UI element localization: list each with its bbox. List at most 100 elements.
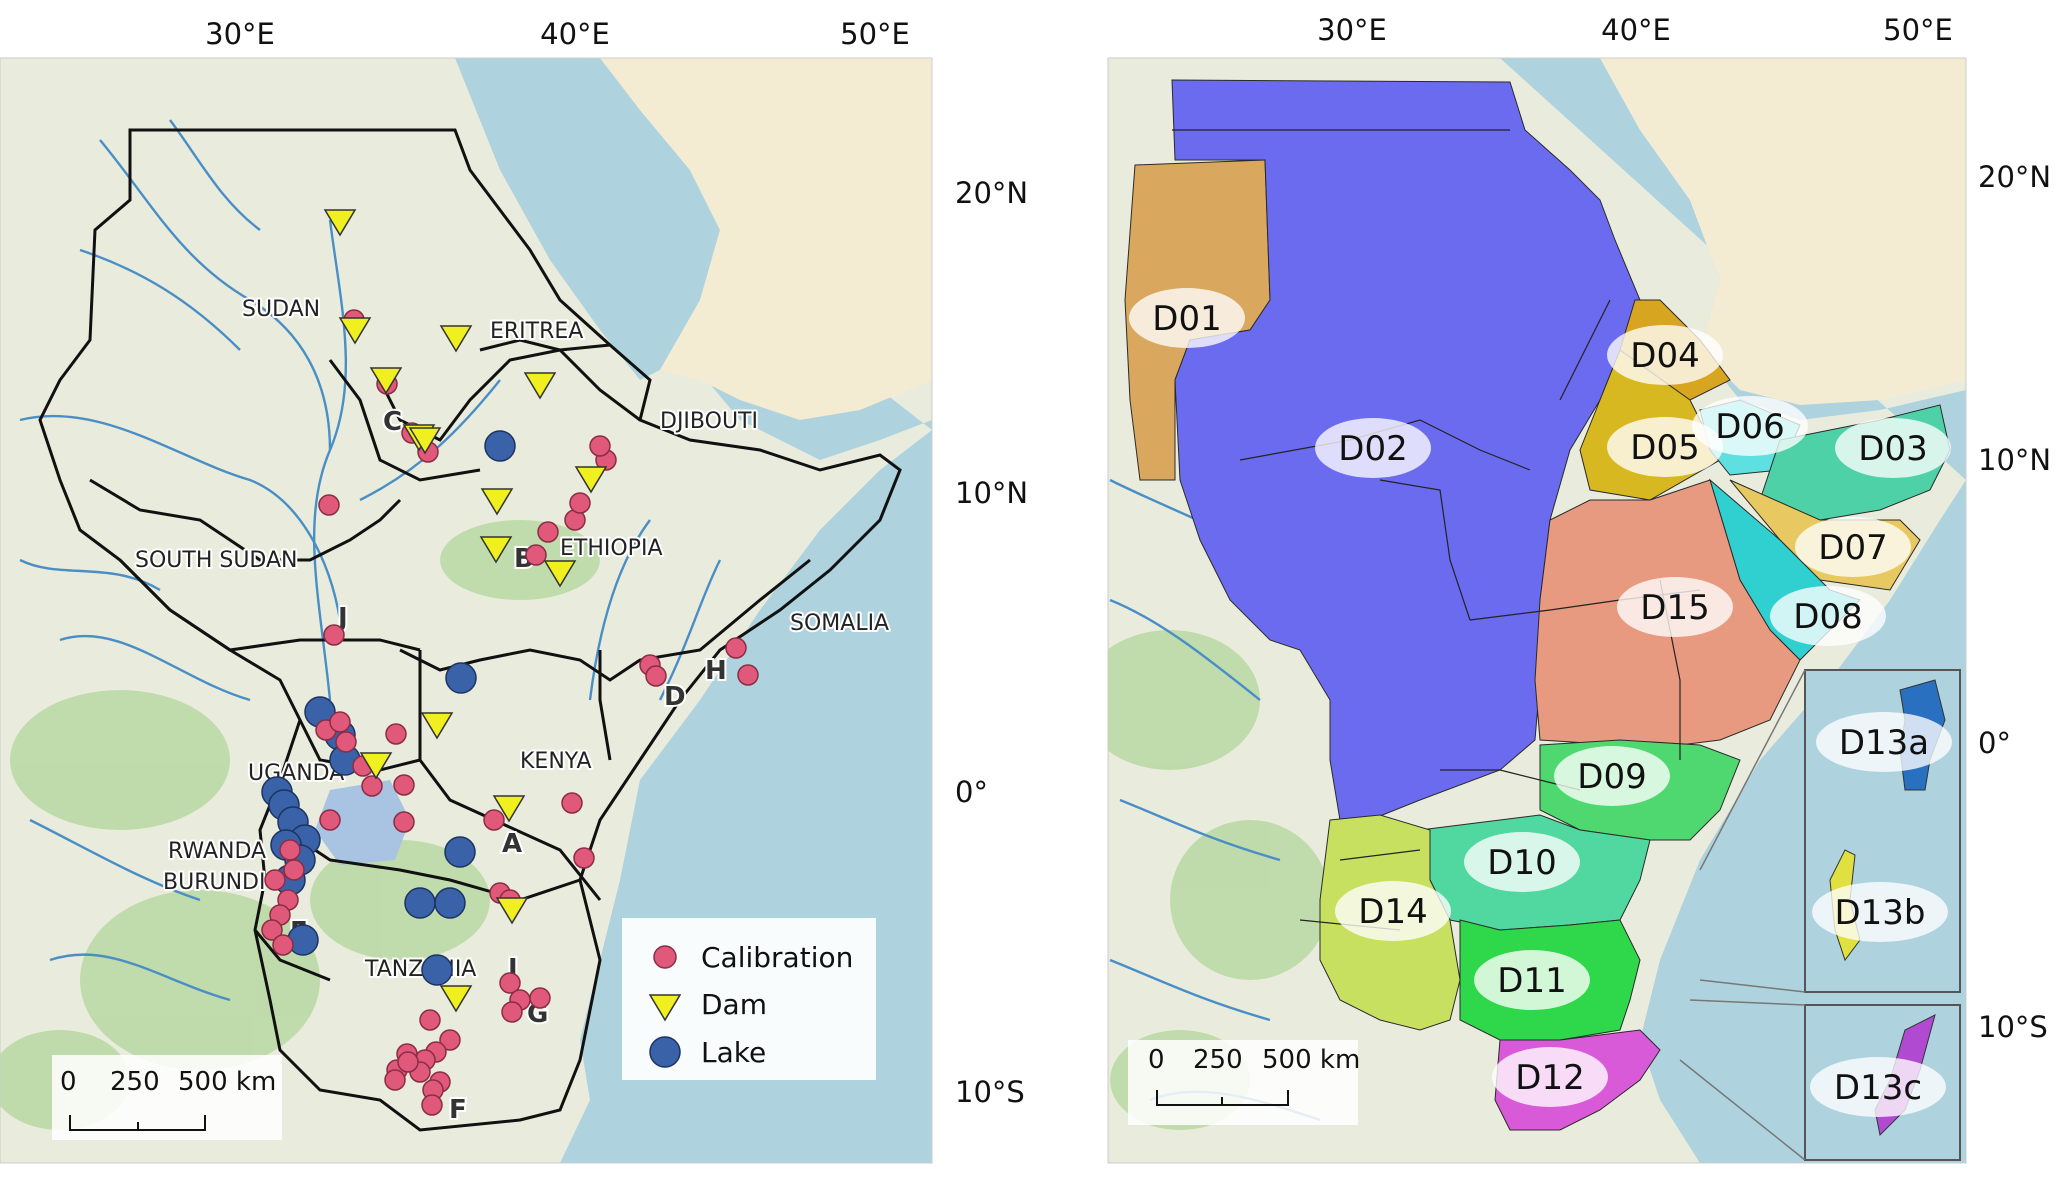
- left-red-sea: [455, 58, 720, 380]
- dam-markers: [323, 209, 608, 1013]
- calibration-marker: [279, 839, 301, 861]
- country-label-burundi: BURUNDI: [163, 870, 265, 895]
- calibration-marker: [393, 774, 415, 796]
- legend-dam-marker: [648, 994, 682, 1022]
- dam-marker: [338, 317, 372, 345]
- lake-marker: [421, 954, 453, 986]
- right-lon-tick-40e: 40°E: [1601, 13, 1671, 47]
- right-lat-tick-0: 0°: [1978, 726, 2011, 760]
- country-label-south-sudan: SOUTH SUDAN: [135, 548, 298, 573]
- calibration-marker: [529, 987, 551, 1009]
- dam-marker: [359, 752, 393, 780]
- left-lon-ticks: 30°E 40°E 50°E: [205, 17, 910, 51]
- domain-label-d13a: D13a: [1839, 723, 1929, 763]
- legend-calibration-marker: [653, 945, 677, 969]
- dam-marker: [479, 536, 513, 564]
- domain-label-d13b: D13b: [1834, 893, 1925, 933]
- calibration-marker: [501, 1001, 523, 1023]
- left-lat-ticks: 20°N 10°N 0° 10°S: [955, 176, 1028, 1109]
- dam-marker: [439, 985, 473, 1013]
- domain-label-d06: D06: [1715, 407, 1784, 447]
- calibration-marker: [335, 731, 357, 753]
- calibration-marker: [264, 869, 286, 891]
- left-scale-bar: 0 250 500 km: [52, 1055, 282, 1140]
- legend: Calibration Dam Lake: [622, 918, 876, 1080]
- left-arabian-peninsula: [600, 58, 932, 420]
- domain-label-d04: D04: [1630, 336, 1699, 376]
- dam-marker: [480, 488, 514, 516]
- dam-marker: [492, 795, 526, 823]
- region-letter-a: A: [502, 829, 522, 859]
- calibration-marker: [569, 492, 591, 514]
- domain-label-d01: D01: [1152, 299, 1221, 339]
- left-country-borders: [38, 128, 902, 1132]
- legend-lake-marker: [649, 1036, 681, 1068]
- calibration-marker: [283, 859, 305, 881]
- country-label-djibouti: DJIBOUTI: [660, 409, 758, 434]
- domain-labels: D01 D02 D03 D04 D05 D06 D07 D08 D09 D10 …: [1129, 288, 1952, 1117]
- country-label-rwanda: RWANDA: [168, 839, 266, 864]
- calibration-marker: [525, 544, 547, 566]
- left-map: SUDAN ERITREA DJIBOUTI ETHIOPIA SOUTH SU…: [0, 17, 1028, 1164]
- calibration-marker: [329, 711, 351, 733]
- lake-marker: [444, 836, 476, 868]
- calibration-marker: [361, 775, 383, 797]
- calibration-marker: [561, 792, 583, 814]
- country-label-ethiopia: ETHIOPIA: [560, 536, 663, 561]
- domain-label-d12: D12: [1515, 1058, 1584, 1098]
- dam-marker: [420, 712, 454, 740]
- right-lon-ticks: 30°E 40°E 50°E: [1317, 13, 1953, 47]
- domain-label-d14: D14: [1358, 892, 1427, 932]
- left-country-labels: SUDAN ERITREA DJIBOUTI ETHIOPIA SOUTH SU…: [133, 295, 891, 984]
- domain-label-d09: D09: [1577, 757, 1646, 797]
- dam-marker: [543, 560, 577, 588]
- left-ocean: [455, 58, 932, 1163]
- lake-marker: [434, 887, 466, 919]
- lake-marker: [484, 430, 516, 462]
- country-label-tanzania: TANZANIA: [364, 957, 476, 982]
- calibration-marker: [261, 919, 283, 941]
- left-rivers: [19, 119, 722, 1002]
- right-scale-bar: 0 250 500 km: [1128, 1040, 1360, 1125]
- domain-label-d02: D02: [1338, 429, 1407, 469]
- legend-lake-label: Lake: [701, 1036, 766, 1069]
- right-lat-ticks: 20°N 10°N 0° 10°S: [1978, 160, 2051, 1044]
- left-lon-tick-30e: 30°E: [205, 17, 275, 51]
- dam-marker: [495, 897, 529, 925]
- dam-marker: [408, 427, 442, 455]
- right-lat-tick-10s: 10°S: [1978, 1010, 2048, 1044]
- calibration-marker: [483, 809, 505, 831]
- right-lat-tick-20n: 20°N: [1978, 160, 2051, 194]
- calibration-marker: [499, 972, 521, 994]
- dam-marker: [523, 372, 557, 400]
- lake-marker: [404, 887, 436, 919]
- calibration-marker: [319, 809, 341, 831]
- right-map: D01 D02 D03 D04 D05 D06 D07 D08 D09 D10 …: [1107, 13, 2051, 1164]
- calibration-marker: [397, 1051, 419, 1073]
- calibration-marker: [589, 435, 611, 457]
- calibration-marker: [439, 1029, 461, 1051]
- left-scale-label-250: 250: [110, 1067, 160, 1097]
- region-letter-h: H: [705, 656, 727, 686]
- calibration-marker: [318, 494, 340, 516]
- calibration-marker: [393, 811, 415, 833]
- calibration-marker: [385, 723, 407, 745]
- right-lat-tick-10n: 10°N: [1978, 443, 2051, 477]
- right-arabian-peninsula: [1600, 58, 1966, 405]
- domain-label-d03: D03: [1858, 429, 1927, 469]
- country-label-uganda: UGANDA: [248, 761, 344, 786]
- calibration-marker: [419, 1009, 441, 1031]
- left-lat-tick-20n: 20°N: [955, 176, 1028, 210]
- domain-label-d13c: D13c: [1834, 1068, 1922, 1108]
- domain-label-d15: D15: [1640, 588, 1709, 628]
- right-lon-tick-50e: 50°E: [1883, 13, 1953, 47]
- calibration-marker: [725, 637, 747, 659]
- calibration-marker: [537, 521, 559, 543]
- calibration-marker: [272, 934, 294, 956]
- left-lat-tick-0: 0°: [955, 775, 988, 809]
- left-lon-tick-40e: 40°E: [540, 17, 610, 51]
- left-scale-label-500: 500 km: [178, 1067, 276, 1097]
- domain-label-d08: D08: [1793, 597, 1862, 637]
- dam-marker: [574, 466, 608, 494]
